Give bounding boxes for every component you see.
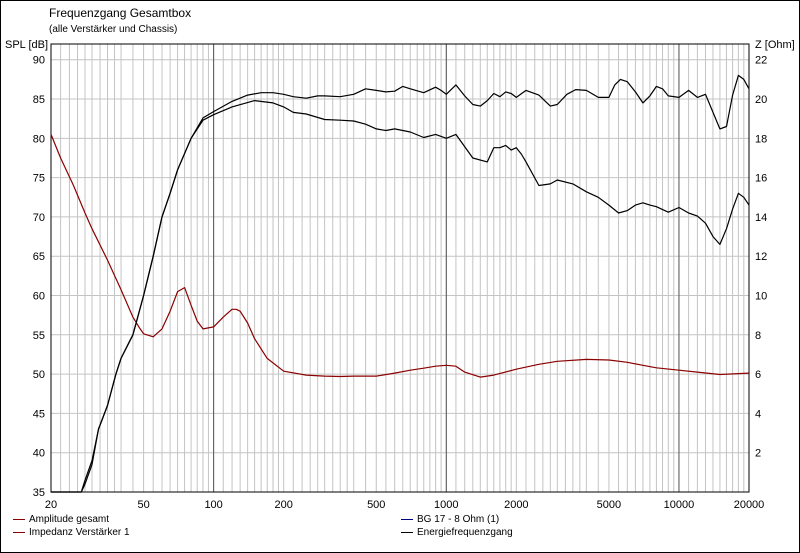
legend-label-impedance: Impedanz Verstärker 1	[29, 527, 130, 538]
y-tick-right: 6	[755, 369, 761, 381]
y-tick-right: 8	[755, 330, 761, 342]
legend-swatch-bg17	[401, 519, 413, 520]
x-tick: 10000	[664, 499, 695, 511]
y-tick-right: 16	[755, 173, 767, 185]
y-tick-left: 70	[33, 212, 45, 224]
legend-label-amplitude: Amplitude gesamt	[29, 514, 110, 525]
y-tick-left: 90	[33, 55, 45, 67]
y-tick-left: 60	[33, 291, 45, 303]
tick-labels: 35 40 45 50 55 60 65 70 75 80 85 90 2 4 6 8 10 12 14 16 18 20…	[33, 55, 768, 511]
series-line	[51, 99, 750, 493]
legend-swatch-amplitude	[13, 519, 25, 520]
minor-grid	[51, 44, 749, 492]
y-tick-left: 65	[33, 251, 45, 263]
x-tick: 500	[367, 499, 385, 511]
y-tick-right: 12	[755, 251, 767, 263]
x-tick: 20	[45, 499, 57, 511]
legend-swatch-impedance	[13, 532, 25, 533]
legend-item-impedance: Impedanz Verstärker 1	[13, 527, 130, 538]
x-tick: 200	[274, 499, 292, 511]
x-tick: 20000	[734, 499, 765, 511]
y-tick-right: 22	[755, 55, 767, 67]
y-tick-left: 75	[33, 173, 45, 185]
y-tick-right: 20	[755, 94, 767, 106]
x-tick: 2000	[504, 499, 528, 511]
y-tick-right: 14	[755, 212, 767, 224]
y-tick-right: 4	[755, 408, 761, 420]
x-tick: 1000	[434, 499, 458, 511]
chart-title: Frequenzgang Gesamtbox	[49, 6, 192, 20]
y-tick-left: 40	[33, 448, 45, 460]
y-axis-left-label: SPL [dB]	[5, 39, 49, 51]
legend-label-bg17: BG 17 - 8 Ohm (1)	[417, 514, 500, 525]
y-tick-left: 85	[33, 94, 45, 106]
x-tick: 50	[137, 499, 149, 511]
y-axis-right-label: Z [Ohm]	[755, 39, 795, 51]
legend-item-amplitude: Amplitude gesamt	[13, 514, 109, 525]
legend-label-energy: Energiefrequenzgang	[417, 527, 513, 538]
y-tick-left: 45	[33, 408, 45, 420]
y-tick-left: 35	[33, 487, 45, 499]
y-tick-left: 80	[33, 133, 45, 145]
y-tick-right: 2	[755, 448, 761, 460]
y-tick-right: 18	[755, 133, 767, 145]
y-tick-left: 50	[33, 369, 45, 381]
series-line	[50, 134, 750, 378]
x-tick: 5000	[597, 499, 621, 511]
chart-subtitle: (alle Verstärker und Chassis)	[49, 24, 178, 35]
y-tick-left: 55	[33, 330, 45, 342]
legend-swatch-energy	[401, 532, 413, 533]
series-group	[50, 74, 750, 493]
series-line	[51, 74, 750, 493]
x-tick: 100	[204, 499, 222, 511]
y-tick-right: 10	[755, 291, 767, 303]
major-grid	[213, 44, 680, 492]
plot-area	[50, 43, 750, 493]
legend-item-bg17: BG 17 - 8 Ohm (1)	[401, 514, 499, 525]
legend-item-energy: Energiefrequenzgang	[401, 527, 513, 538]
